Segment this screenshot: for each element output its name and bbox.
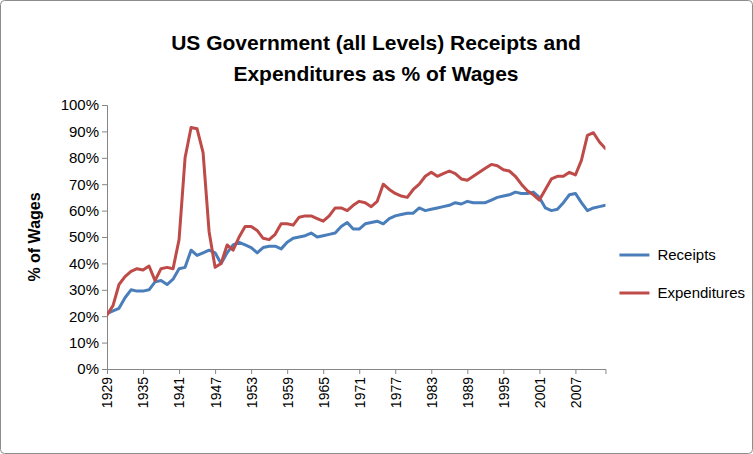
tick-mark	[575, 369, 576, 374]
x-tick: 1929	[99, 369, 115, 408]
chart-border	[1, 1, 753, 454]
x-tick-label: 1929	[99, 377, 115, 408]
x-tick-label: 1935	[135, 377, 151, 408]
x-tick-label: 1947	[207, 377, 223, 408]
tick-mark	[179, 369, 180, 374]
x-tick: 1935	[135, 369, 151, 408]
tick-mark	[431, 369, 432, 374]
x-tick-label: 2001	[532, 377, 548, 408]
x-tick: 1941	[171, 369, 187, 408]
x-tick: 1947	[207, 369, 223, 408]
tick-mark	[102, 290, 107, 291]
y-tick-label: 80%	[69, 149, 99, 166]
tick-mark	[287, 369, 288, 374]
tick-mark	[107, 369, 108, 374]
legend: Receipts Expenditures	[619, 246, 745, 301]
axis-line	[102, 106, 108, 370]
x-axis: 1929 1935 1941 1947 1953 1959 1965 1971 1977 1983…	[99, 369, 606, 408]
axis-line	[108, 370, 606, 375]
chart-title-line: US Government (all Levels) Receipts and	[171, 31, 581, 54]
x-tick: 1983	[424, 369, 440, 408]
x-tick: 1977	[388, 369, 404, 408]
plot-area	[107, 127, 605, 314]
y-tick: 100%	[61, 96, 107, 113]
y-tick-label: 100%	[61, 96, 99, 113]
x-tick-label: 1977	[388, 377, 404, 408]
legend-swatch	[619, 292, 649, 295]
y-tick-label: 20%	[69, 308, 99, 325]
y-tick-label: 70%	[69, 176, 99, 193]
x-tick-label: 1995	[496, 377, 512, 408]
tick-mark	[539, 369, 540, 374]
y-tick: 20%	[69, 308, 107, 325]
tick-mark	[102, 343, 107, 344]
y-tick-label: 30%	[69, 281, 99, 298]
tick-mark	[102, 316, 107, 317]
x-tick-label: 1965	[316, 377, 332, 408]
y-tick-label: 0%	[77, 360, 99, 377]
chart: Receipts Expenditures US Government (all L…	[0, 0, 753, 454]
tick-mark	[467, 369, 468, 374]
x-tick-label: 1989	[460, 377, 476, 408]
tick-mark	[102, 184, 107, 185]
chart-title: US Government (all Levels) Receipts and E…	[171, 31, 581, 85]
tick-mark	[215, 369, 216, 374]
y-tick: 80%	[69, 149, 107, 166]
x-tick-label: 1983	[424, 377, 440, 408]
chart-title-line: Expenditures as % of Wages	[233, 62, 518, 85]
tick-mark	[102, 131, 107, 132]
tick-mark	[102, 263, 107, 264]
tick-mark	[503, 369, 504, 374]
legend-swatch	[619, 254, 649, 257]
tick-mark	[143, 369, 144, 374]
tick-mark	[102, 237, 107, 238]
y-tick: 90%	[69, 123, 107, 140]
x-tick: 1953	[244, 369, 260, 408]
tick-mark	[102, 369, 107, 370]
x-tick-label: 1971	[352, 377, 368, 408]
tick-mark	[102, 105, 107, 106]
y-tick: 70%	[69, 176, 107, 193]
y-tick-label: 90%	[69, 123, 99, 140]
y-tick: 50%	[69, 228, 107, 245]
y-axis-title: % of Wages	[26, 192, 43, 281]
y-axis: 0% 10% 20% 30% 40% 50% 60% 70% 80% 90% 100%	[61, 96, 108, 377]
x-tick-label: 1941	[171, 377, 187, 408]
tick-mark	[251, 369, 252, 374]
tick-mark	[323, 369, 324, 374]
tick-mark	[102, 158, 107, 159]
y-tick: 40%	[69, 255, 107, 272]
y-tick: 0%	[77, 360, 107, 377]
y-tick: 10%	[69, 334, 107, 351]
tick-mark	[395, 369, 396, 374]
y-tick-label: 60%	[69, 202, 99, 219]
tick-mark	[102, 211, 107, 212]
x-tick: 1959	[280, 369, 296, 408]
y-tick: 30%	[69, 281, 107, 298]
x-tick: 1989	[460, 369, 476, 408]
x-tick: 2001	[532, 369, 548, 408]
tick-mark	[359, 369, 360, 374]
y-tick-label: 40%	[69, 255, 99, 272]
x-tick-label: 1959	[280, 377, 296, 408]
x-tick: 1971	[352, 369, 368, 408]
x-tick: 1965	[316, 369, 332, 408]
y-tick: 60%	[69, 202, 107, 219]
x-tick: 1995	[496, 369, 512, 408]
y-tick-label: 10%	[69, 334, 99, 351]
x-tick-label: 2007	[568, 377, 584, 408]
x-tick-label: 1953	[244, 377, 260, 408]
series-line	[107, 127, 605, 314]
legend-label: Expenditures	[657, 284, 745, 301]
y-tick-label: 50%	[69, 228, 99, 245]
legend-label: Receipts	[657, 246, 715, 263]
x-tick: 2007	[568, 369, 584, 408]
